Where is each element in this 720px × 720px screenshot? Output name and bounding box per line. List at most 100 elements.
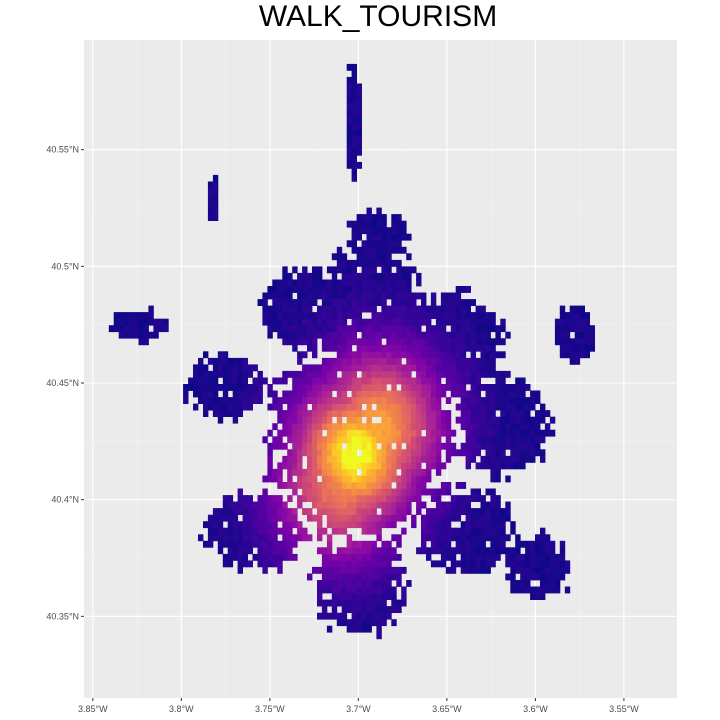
heatmap-cell <box>416 436 422 444</box>
heatmap-cell <box>440 325 447 333</box>
heatmap-cell <box>356 338 362 346</box>
heatmap-cell <box>465 521 471 529</box>
heatmap-cell <box>366 286 372 293</box>
heatmap-cell <box>321 612 328 620</box>
heatmap-cell <box>193 403 199 411</box>
heatmap-cell <box>505 416 511 424</box>
heatmap-cell <box>505 475 511 483</box>
heatmap-cell <box>356 410 362 417</box>
heatmap-cell <box>262 299 268 306</box>
heatmap-cell <box>262 540 268 548</box>
heatmap-cell <box>366 344 372 352</box>
heatmap-cell <box>312 566 318 574</box>
heatmap-cell <box>480 318 486 326</box>
heatmap-cell <box>416 449 422 457</box>
heatmap-cell <box>450 501 457 509</box>
heatmap-cell <box>574 331 581 339</box>
heatmap-cell <box>346 96 353 104</box>
heatmap-cell <box>356 482 362 489</box>
heatmap-cell <box>232 501 239 509</box>
heatmap-cell <box>465 370 471 378</box>
heatmap-cell <box>341 586 348 594</box>
heatmap-cell <box>376 390 382 398</box>
heatmap-cell <box>346 573 353 581</box>
heatmap-cell <box>485 397 491 404</box>
heatmap-cell <box>351 593 357 600</box>
heatmap-cell <box>331 318 338 326</box>
heatmap-cell <box>242 547 248 555</box>
heatmap-cell <box>430 495 437 502</box>
heatmap-cell <box>366 272 372 280</box>
heatmap-cell <box>317 488 323 496</box>
heatmap-cell <box>549 416 556 424</box>
heatmap-cell <box>480 384 486 391</box>
heatmap-cell <box>356 475 362 483</box>
heatmap-cell <box>118 325 125 333</box>
heatmap-cell <box>346 122 353 130</box>
heatmap-cell <box>336 338 343 346</box>
heatmap-cell <box>421 449 427 457</box>
heatmap-cell <box>426 331 432 339</box>
heatmap-cell <box>346 508 353 515</box>
heatmap-cell <box>401 272 407 280</box>
heatmap-cell <box>485 514 491 522</box>
heatmap-cell <box>485 338 491 346</box>
heatmap-cell <box>490 553 496 561</box>
heatmap-cell <box>406 325 412 333</box>
heatmap-cell <box>331 560 338 568</box>
heatmap-cell <box>396 344 402 352</box>
heatmap-cell <box>406 429 412 437</box>
heatmap-cell <box>336 377 343 385</box>
heatmap-cell <box>346 442 353 450</box>
heatmap-cell <box>312 279 318 287</box>
heatmap-cell <box>376 240 382 248</box>
heatmap-cell <box>133 312 139 319</box>
heatmap-cell <box>371 566 377 574</box>
heatmap-cell <box>331 364 338 372</box>
heatmap-cell <box>321 436 328 444</box>
heatmap-cell <box>430 521 437 529</box>
heatmap-cell <box>406 442 412 450</box>
heatmap-cell <box>530 436 536 444</box>
heatmap-cell <box>346 501 353 509</box>
heatmap-cell <box>505 397 511 404</box>
heatmap-cell <box>326 580 333 587</box>
heatmap-cell <box>346 103 353 110</box>
heatmap-cell <box>460 566 467 574</box>
heatmap-cell <box>411 292 417 300</box>
heatmap-cell <box>475 416 481 424</box>
heatmap-cell <box>366 462 372 470</box>
heatmap-cell <box>312 292 318 300</box>
heatmap-cell <box>297 384 303 391</box>
heatmap-cell <box>426 449 432 457</box>
heatmap-cell <box>490 436 496 444</box>
heatmap-cell <box>331 527 338 535</box>
heatmap-cell <box>470 351 476 359</box>
heatmap-cell <box>530 442 536 450</box>
heatmap-cell <box>535 566 541 574</box>
heatmap-cell <box>386 246 392 254</box>
heatmap-cell <box>317 423 323 431</box>
heatmap-cell <box>381 573 387 581</box>
heatmap-cell <box>421 390 427 398</box>
heatmap-cell <box>287 390 293 398</box>
heatmap-cell <box>411 462 417 470</box>
heatmap-cell <box>331 495 338 502</box>
heatmap-cell <box>455 357 462 365</box>
heatmap-cell <box>440 292 447 300</box>
heatmap-cell <box>237 357 243 365</box>
heatmap-cell <box>416 279 422 287</box>
heatmap-cell <box>287 521 293 529</box>
heatmap-cell <box>287 508 293 515</box>
heatmap-cell <box>326 455 333 463</box>
heatmap-cell <box>371 436 377 444</box>
heatmap-cell <box>411 455 417 463</box>
heatmap-cell <box>346 240 353 248</box>
heatmap-cell <box>554 560 561 568</box>
heatmap-cell <box>321 547 328 555</box>
heatmap-cell <box>277 410 283 417</box>
heatmap-cell <box>376 357 382 365</box>
heatmap-cell <box>262 566 268 574</box>
heatmap-cell <box>371 488 377 496</box>
heatmap-cell <box>331 266 338 274</box>
